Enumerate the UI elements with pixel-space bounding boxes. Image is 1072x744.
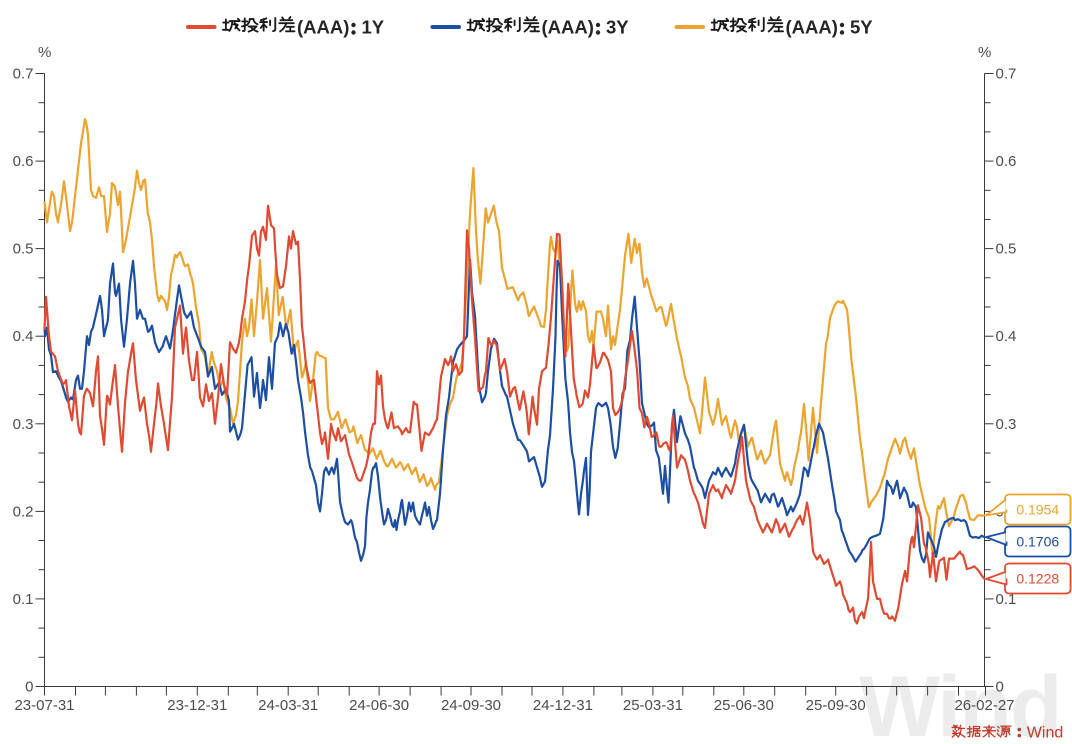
svg-text:0.5: 0.5 bbox=[13, 241, 34, 258]
svg-text:0.2: 0.2 bbox=[13, 503, 34, 520]
svg-text:0.4: 0.4 bbox=[996, 328, 1017, 345]
svg-text:25-09-30: 25-09-30 bbox=[806, 697, 866, 714]
svg-text:23-07-31: 23-07-31 bbox=[14, 697, 74, 714]
svg-text:0.3: 0.3 bbox=[996, 416, 1017, 433]
svg-text:0.1: 0.1 bbox=[13, 591, 34, 608]
svg-text:25-03-31: 25-03-31 bbox=[623, 697, 683, 714]
svg-text:0.7: 0.7 bbox=[996, 66, 1017, 83]
svg-text:0.1706: 0.1706 bbox=[1016, 534, 1059, 550]
svg-text:3Y: 3Y bbox=[606, 17, 629, 38]
svg-text:1Y: 1Y bbox=[362, 17, 385, 38]
svg-text:0.6: 0.6 bbox=[996, 153, 1017, 170]
svg-text:24-12-31: 24-12-31 bbox=[533, 697, 593, 714]
svg-text:(AAA): (AAA) bbox=[786, 17, 838, 38]
svg-text:25-06-30: 25-06-30 bbox=[714, 697, 774, 714]
svg-text:0: 0 bbox=[25, 679, 33, 696]
svg-text:0.7: 0.7 bbox=[13, 66, 34, 83]
svg-text:24-03-31: 24-03-31 bbox=[258, 697, 318, 714]
svg-text:0.3: 0.3 bbox=[13, 416, 34, 433]
svg-text:23-12-31: 23-12-31 bbox=[167, 697, 227, 714]
svg-text:0.1: 0.1 bbox=[996, 591, 1017, 608]
svg-text:0.6: 0.6 bbox=[13, 153, 34, 170]
svg-text:24-09-30: 24-09-30 bbox=[441, 697, 501, 714]
svg-text:0.5: 0.5 bbox=[996, 241, 1017, 258]
svg-text:0.1954: 0.1954 bbox=[1016, 502, 1059, 518]
svg-text:(AAA): (AAA) bbox=[297, 17, 349, 38]
svg-text:(AAA): (AAA) bbox=[542, 17, 594, 38]
svg-text:0.4: 0.4 bbox=[13, 328, 34, 345]
svg-text:Wind: Wind bbox=[1027, 725, 1063, 742]
svg-text:0: 0 bbox=[996, 679, 1004, 696]
svg-text:5Y: 5Y bbox=[850, 17, 873, 38]
svg-text:24-06-30: 24-06-30 bbox=[349, 697, 409, 714]
svg-text:0.1228: 0.1228 bbox=[1016, 571, 1059, 587]
svg-text:26-02-27: 26-02-27 bbox=[954, 697, 1014, 714]
svg-text:%: % bbox=[38, 44, 51, 61]
svg-text:%: % bbox=[978, 44, 991, 61]
